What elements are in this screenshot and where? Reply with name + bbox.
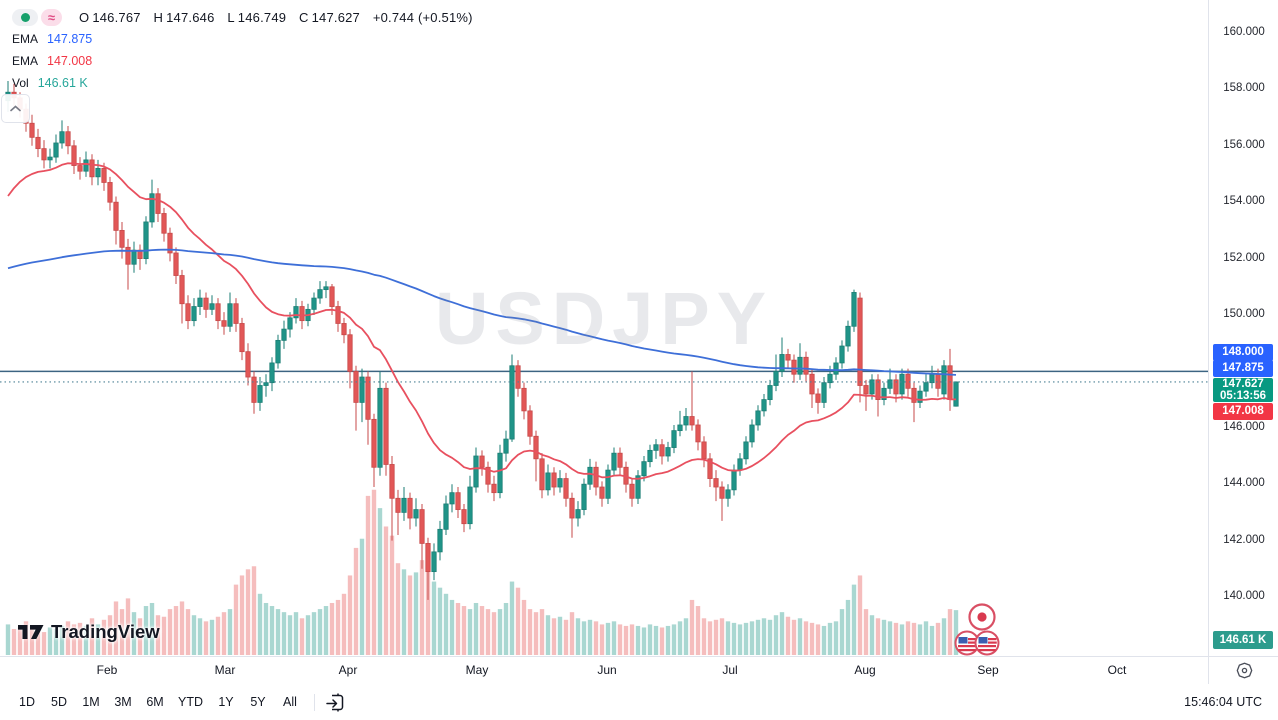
us-flag-pair-icon[interactable] (954, 630, 1000, 656)
high-label: H (153, 9, 164, 25)
scale-settings-gear-icon (1236, 662, 1252, 679)
ema-slow-label: EMA (12, 32, 39, 46)
month-label-sep: Sep (977, 663, 999, 677)
price-badge[interactable]: 146.61 K (1213, 631, 1273, 649)
range-button-3m[interactable]: 3M (114, 691, 132, 713)
ohlc-values: O 146.767 H 147.646 L 146.749 C 147.627 +0.7… (79, 10, 476, 25)
volume-label: Vol (12, 76, 29, 90)
tradingview-logo[interactable]: TradingView (18, 621, 160, 643)
legend-main-row: ≈ O 146.767 H 147.646 L 146.749 C 147.627 +0… (12, 6, 476, 28)
change-value: +0.744 (+0.51%) (372, 9, 473, 25)
time-axis[interactable]: Feb Mar Apr May Jun Jul Aug Sep Oct (0, 656, 1208, 685)
price-badge[interactable]: 148.000 (1213, 343, 1273, 361)
close-value: 147.627 (311, 9, 360, 25)
open-value: 146.767 (92, 9, 141, 25)
range-button-5d[interactable]: 5D (50, 691, 68, 713)
ema-fast-value: 147.008 (47, 54, 93, 68)
range-button-1d[interactable]: 1D (18, 691, 36, 713)
month-label-jul: Jul (722, 663, 738, 677)
price-tick: 144.000 (1223, 477, 1265, 490)
clock-utc[interactable]: 15:46:04 UTC (1184, 695, 1262, 709)
price-tick: 156.000 (1223, 138, 1265, 151)
month-label-jun: Jun (597, 663, 617, 677)
price-tick: 158.000 (1223, 82, 1265, 95)
price-axis[interactable]: 160.000 158.000 156.000 154.000 152.000 150.0… (1208, 0, 1278, 656)
month-label-oct: Oct (1107, 663, 1127, 677)
tradingview-logo-text: TradingView (51, 621, 160, 642)
price-badge[interactable]: 147.627 05:13:56 (1213, 378, 1273, 402)
ema-fast-legend-row[interactable]: EMA 147.875 (12, 28, 476, 50)
range-button-1y[interactable]: 1Y (217, 691, 235, 713)
month-label-may: May (465, 663, 489, 677)
volume-series (5, 489, 959, 655)
japan-flag-icon[interactable] (968, 603, 996, 631)
price-badge[interactable]: 147.875 (1213, 359, 1273, 377)
price-tick: 154.000 (1223, 195, 1265, 208)
range-button-all[interactable]: All (281, 691, 299, 713)
ema-slow-value: 147.875 (47, 32, 93, 46)
ema-slow-line[interactable] (7, 248, 957, 376)
month-label-feb: Feb (96, 663, 118, 677)
price-tick: 142.000 (1223, 533, 1265, 546)
legend-collapse-button[interactable] (1, 94, 30, 123)
market-open-icon (20, 12, 30, 22)
low-label: L (227, 9, 235, 25)
chevron-up-icon (10, 105, 21, 112)
go-to-date-icon (326, 693, 344, 711)
ema-fast-label: EMA (12, 54, 39, 68)
range-button-5y[interactable]: 5Y (249, 691, 267, 713)
bottom-toolbar: 1D 5D 1M 3M 6M YTD 1Y 5Y All 15:46:04 UTC (0, 684, 1278, 720)
event-flag-icons[interactable] (952, 600, 1004, 658)
price-chart-canvas[interactable] (0, 0, 1208, 656)
range-button-ytd[interactable]: YTD (178, 691, 203, 713)
month-label-aug: Aug (854, 663, 876, 677)
price-tick: 140.000 (1223, 590, 1265, 602)
toolbar-divider (314, 693, 315, 711)
tradingview-logo-icon (18, 625, 44, 639)
price-tick: 146.000 (1223, 420, 1265, 433)
close-label: C (299, 9, 309, 25)
low-value: 146.749 (237, 9, 287, 25)
price-tick: 150.000 (1223, 308, 1265, 320)
volume-legend-row[interactable]: Vol 146.61 K (12, 72, 476, 94)
price-badge[interactable]: 147.008 (1213, 402, 1273, 420)
market-status-pill[interactable] (12, 8, 38, 26)
month-label-mar: Mar (214, 663, 236, 677)
range-button-6m[interactable]: 6M (146, 691, 164, 713)
ema-slow-legend-row[interactable]: EMA 147.008 (12, 50, 476, 72)
range-button-1m[interactable]: 1M (82, 691, 100, 713)
volume-value: 146.61 K (37, 76, 88, 90)
open-label: O (79, 9, 90, 25)
price-tick: 152.000 (1223, 251, 1265, 264)
high-value: 147.646 (166, 9, 215, 25)
legend: ≈ O 146.767 H 147.646 L 146.749 C 147.627 +0… (12, 6, 476, 94)
approx-icon: ≈ (47, 9, 56, 25)
approx-values-pill[interactable]: ≈ (41, 8, 62, 26)
go-to-date-button[interactable] (323, 690, 348, 715)
month-label-apr: Apr (338, 663, 358, 677)
price-tick: 160.000 (1223, 26, 1265, 38)
candlestick-series (5, 80, 959, 600)
date-range-buttons: 1D 5D 1M 3M 6M YTD 1Y 5Y All (0, 691, 306, 713)
ema-fast-line[interactable] (7, 162, 956, 480)
axis-settings-corner[interactable] (1208, 656, 1278, 685)
